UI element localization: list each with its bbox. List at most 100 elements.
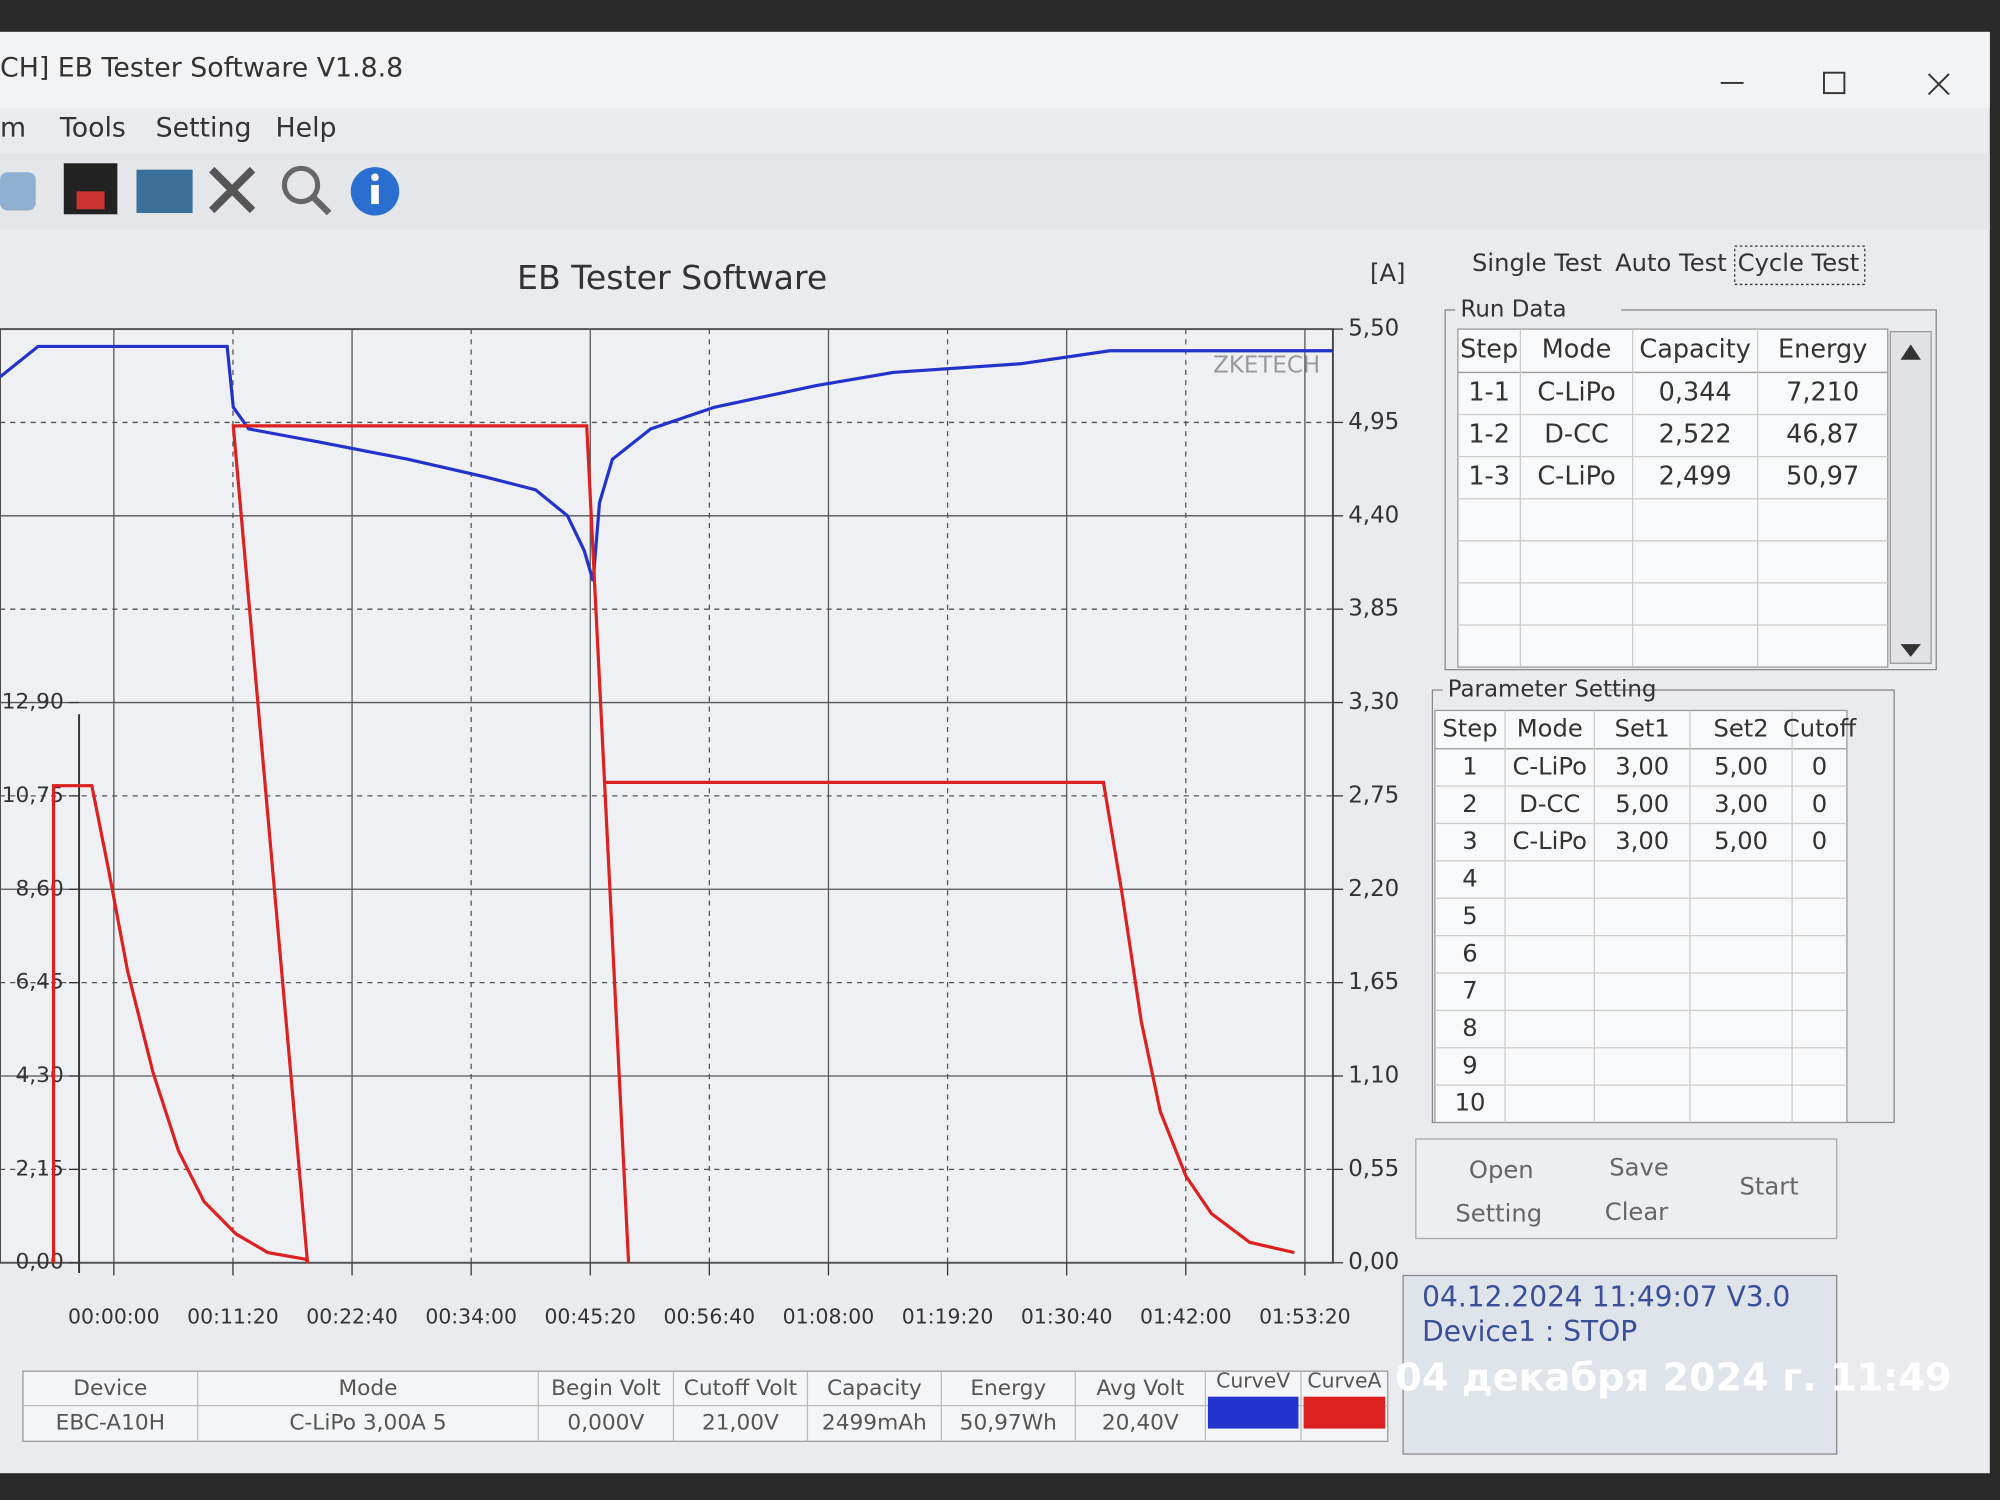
menu-item[interactable]: Setting [156, 112, 252, 143]
table-header: Set1 [1615, 715, 1670, 743]
table-cell: 2 [1462, 790, 1477, 818]
y-tick-label: 4,30 [16, 1063, 64, 1088]
table-cell: 3,00 [1714, 790, 1768, 818]
table-cell: 0 [1812, 790, 1827, 818]
table-cell: 0 [1812, 827, 1827, 855]
y2-tick-label: 5,50 [1348, 316, 1399, 342]
button[interactable]: Setting [1455, 1199, 1542, 1227]
x-tick-label: 00:45:20 [544, 1305, 636, 1329]
table-cell: D-CC [1519, 790, 1580, 818]
table-cell: 3 [1462, 827, 1477, 855]
x-tick-label: 01:42:00 [1140, 1305, 1232, 1329]
window-title: CH] EB Tester Software V1.8.8 [0, 52, 403, 83]
y-tick-label: 2,15 [16, 1156, 64, 1181]
table-cell: 2,522 [1659, 420, 1732, 450]
table-cell: 2,499 [1659, 462, 1732, 492]
data-line [0, 344, 1333, 582]
x-tick-label: 00:56:40 [664, 1305, 756, 1329]
table-header: Energy [1778, 335, 1867, 365]
photo-timestamp: 04 декабря 2024 г. 11:49 [1395, 1356, 1951, 1401]
image-icon[interactable] [136, 169, 193, 214]
table-cell: C-LiPo [1513, 752, 1587, 780]
button[interactable]: Open [1469, 1156, 1534, 1184]
scroll-up[interactable] [1900, 344, 1921, 360]
y2-unit: [A] [1370, 259, 1405, 287]
summary-value: EBC-A10H [56, 1410, 165, 1435]
table-cell: 1-3 [1468, 462, 1510, 492]
status-box [1402, 1274, 1838, 1455]
close-button[interactable] [1927, 73, 1950, 96]
right-panel: Single Test Auto Test Cycle Test Run Data St… [1402, 245, 1937, 1455]
tab[interactable]: Single Test [1472, 249, 1602, 277]
y2-tick-label: 4,95 [1348, 409, 1399, 435]
tab[interactable]: Cycle Test [1738, 249, 1860, 277]
menu-item[interactable]: Tools [59, 112, 126, 143]
open-icon[interactable] [0, 172, 36, 211]
x-tick-label: 00:22:40 [306, 1305, 398, 1329]
data-line [51, 424, 1295, 1264]
save-icon-label [76, 191, 105, 210]
scrollbar[interactable] [1889, 330, 1932, 664]
y2-tick-label: 0,55 [1348, 1156, 1399, 1182]
table-cell: C-LiPo [1537, 462, 1615, 492]
x-tick-label: 01:19:20 [902, 1305, 994, 1329]
table-cell: 1 [1462, 752, 1477, 780]
chart: EB Tester Software [A] ZKETECH 0,00 0,55 1,10… [0, 258, 1405, 1442]
y2-tick-label: 0,00 [1348, 1249, 1399, 1275]
y-tick-label: 8,60 [16, 876, 64, 901]
table-cell: 4 [1462, 865, 1477, 893]
table-cell: 1-2 [1468, 420, 1510, 450]
y2-tick-label: 1,10 [1348, 1063, 1399, 1089]
summary-value: 20,40V [1102, 1410, 1179, 1435]
menu-item[interactable]: m [0, 112, 26, 143]
button[interactable]: Start [1740, 1173, 1799, 1201]
y2-tick-label: 3,30 [1348, 689, 1399, 715]
x-tick-label: 01:08:00 [783, 1305, 875, 1329]
y2-tick-label: 2,75 [1348, 782, 1399, 808]
group-label: Parameter Setting [1448, 677, 1657, 703]
y2-tick-label: 4,40 [1348, 502, 1399, 528]
table-cell: 8 [1462, 1014, 1477, 1042]
info-icon-bar [371, 184, 379, 205]
summary-value: 50,97Wh [960, 1410, 1057, 1435]
summary-header: Capacity [827, 1376, 922, 1401]
status-line: Device1 : STOP [1422, 1315, 1637, 1348]
y-tick-label: 0,00 [16, 1250, 64, 1275]
maximize-button[interactable] [1823, 71, 1846, 95]
chart-title: EB Tester Software [517, 258, 827, 297]
search-icon[interactable] [281, 165, 321, 205]
table-cell: 1-1 [1468, 377, 1510, 407]
tools-icon[interactable] [209, 166, 256, 214]
y2-tick-label: 1,65 [1348, 969, 1399, 995]
table-cell: 0,344 [1659, 377, 1732, 407]
summary-value: 21,00V [702, 1410, 779, 1435]
table-cell: 9 [1462, 1051, 1477, 1079]
tab[interactable]: Auto Test [1615, 249, 1727, 277]
legend-swatch [1207, 1396, 1299, 1429]
table-header: Mode [1517, 715, 1583, 743]
table-cell: D-CC [1544, 420, 1608, 450]
table-cell: 5,00 [1615, 790, 1669, 818]
summary-header: Mode [338, 1376, 397, 1401]
table-header: Capacity [1639, 335, 1750, 365]
group-label-bg [1442, 677, 1609, 703]
table-cell: 3,00 [1615, 752, 1669, 780]
table-cell: 5 [1462, 902, 1477, 930]
menu-item[interactable]: Help [276, 112, 337, 143]
table-cell: 5,00 [1714, 827, 1768, 855]
table-header: Cutoff [1783, 715, 1858, 743]
legend-label: CurveA [1307, 1368, 1381, 1392]
button[interactable]: Clear [1605, 1198, 1668, 1226]
table-cell: 3,00 [1615, 827, 1669, 855]
summary-value: 2499mAh [822, 1410, 927, 1435]
y2-tick-label: 2,20 [1348, 876, 1399, 902]
table-cell: 46,87 [1786, 420, 1859, 450]
table-cell: 50,97 [1786, 462, 1859, 492]
scroll-down[interactable] [1900, 644, 1921, 657]
info-icon-dot [371, 173, 379, 182]
summary-header: Energy [970, 1376, 1046, 1401]
x-tick-label: 01:30:40 [1021, 1305, 1113, 1329]
table-cell: 5,00 [1714, 752, 1768, 780]
button[interactable]: Save [1609, 1153, 1668, 1181]
